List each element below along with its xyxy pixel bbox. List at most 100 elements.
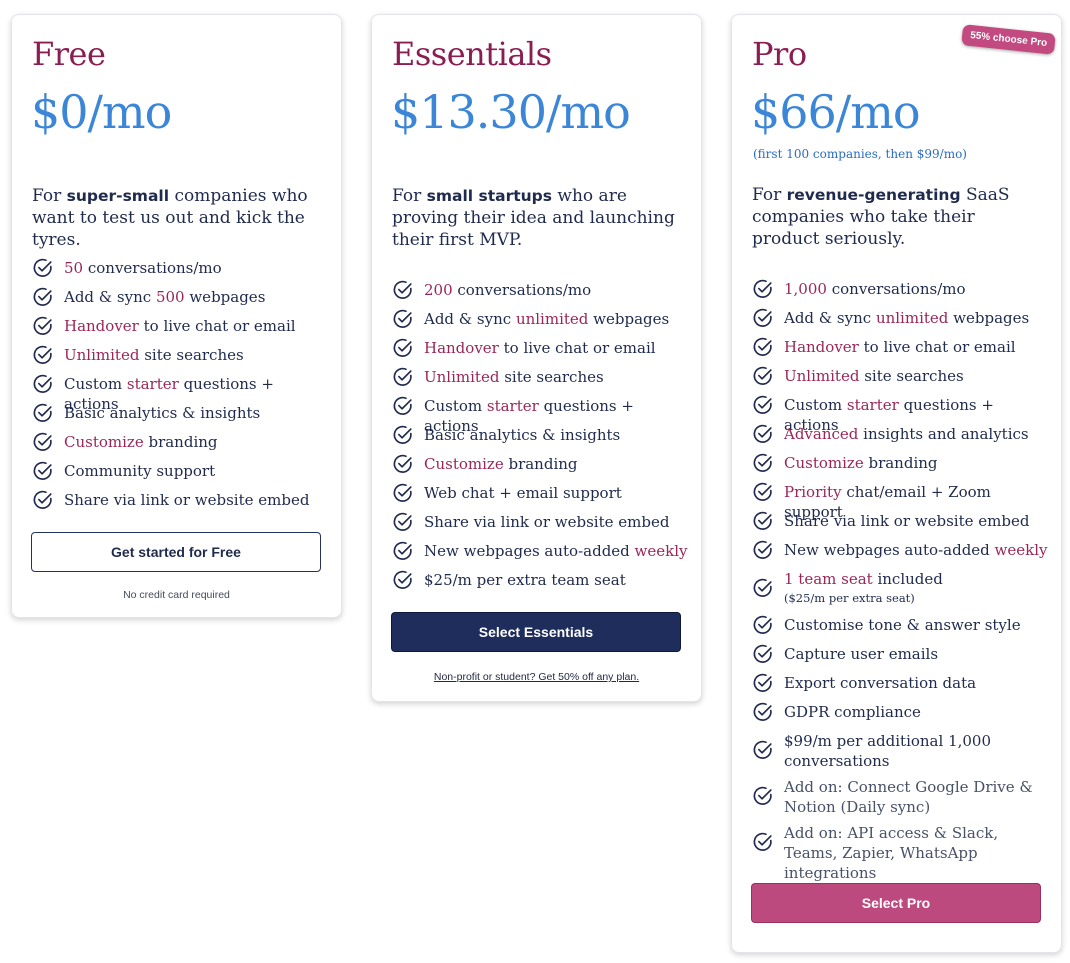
check-circle-icon [392, 569, 414, 591]
feature-text-part: conversations/mo [826, 280, 966, 298]
feature-highlight: Handover [784, 338, 859, 356]
feature-text-part: Add & sync [784, 309, 876, 327]
feature-text: Priority chat/email + Zoom support [784, 482, 1049, 522]
select-essentials-button[interactable]: Select Essentials [391, 612, 681, 652]
feature-text: Basic analytics & insights [64, 403, 329, 423]
feature-text: Handover to live chat or email [784, 337, 1049, 357]
feature-text-part: to live chat or email [138, 317, 296, 335]
feature-text: Add on: API access & Slack, Teams, Zapie… [784, 823, 1049, 883]
feature-highlight: Customize [784, 454, 864, 472]
select-pro-button[interactable]: Select Pro [751, 883, 1041, 923]
feature-text-part: GDPR compliance [784, 703, 921, 721]
feature-text-part: Basic analytics & insights [424, 426, 621, 444]
plan-price: $66/mo [751, 85, 921, 139]
feature-highlight: 50 [64, 259, 84, 277]
check-circle-icon [752, 452, 774, 474]
feature-highlight: Customize [64, 433, 144, 451]
feature-highlight: Advanced [784, 425, 859, 443]
popularity-badge: 55% choose Pro [960, 24, 1056, 55]
feature-highlight: Unlimited [64, 346, 140, 364]
feature-text-part: questions + actions [424, 397, 634, 435]
feature-text-part: webpages [588, 310, 670, 328]
feature-text: Export conversation data [784, 673, 1049, 693]
feature-text-part: Custom [784, 396, 847, 414]
feature-text: $25/m per extra team seat [424, 570, 689, 590]
check-circle-icon [392, 453, 414, 475]
feature-text-part: New webpages auto-added [424, 542, 635, 560]
feature-text: Add on: Connect Google Drive & Notion (D… [784, 777, 1049, 817]
feature-text: 1 team seat included ($25/m per extra sea… [784, 569, 1049, 607]
feature-text-part: branding [863, 454, 938, 472]
check-circle-icon [752, 831, 774, 853]
feature-subnote: ($25/m per extra seat) [784, 591, 915, 605]
feature-text-part: Share via link or website embed [784, 512, 1030, 530]
check-circle-icon [752, 510, 774, 532]
feature-text-part: New webpages auto-added [784, 541, 995, 559]
feature-text: Advanced insights and analytics [784, 424, 1049, 444]
check-circle-icon [752, 672, 774, 694]
feature-highlight: 500 [155, 288, 185, 306]
feature-highlight: weekly [994, 541, 1048, 559]
feature-text-part: Basic analytics & insights [64, 404, 261, 422]
feature-text-part: Add & sync [424, 310, 516, 328]
check-circle-icon [32, 315, 54, 337]
feature-text-part: branding [143, 433, 218, 451]
check-circle-icon [32, 402, 54, 424]
feature-text: Share via link or website embed [64, 490, 329, 510]
feature-text-part: to live chat or email [858, 338, 1016, 356]
plan-description: For super-small companies who want to te… [32, 186, 308, 250]
check-circle-icon [752, 278, 774, 300]
feature-highlight: 1,000 [784, 280, 827, 298]
pricing-card-essentials: Essentials $13.30/mo For small startups … [371, 14, 702, 702]
check-circle-icon [752, 614, 774, 636]
discount-link[interactable]: Non-profit or student? Get 50% off any p… [433, 671, 640, 683]
check-circle-icon [392, 366, 414, 388]
feature-highlight: 200 [424, 281, 453, 299]
check-circle-icon [392, 279, 414, 301]
check-circle-icon [392, 511, 414, 533]
feature-text-part: questions + actions [784, 396, 994, 434]
feature-text: Handover to live chat or email [64, 316, 329, 336]
feature-text: Community support [64, 461, 329, 481]
check-circle-icon [392, 482, 414, 504]
feature-text-part: conversations/mo [83, 259, 222, 277]
feature-highlight: starter [126, 375, 179, 393]
check-circle-icon [752, 336, 774, 358]
check-circle-icon [32, 373, 54, 395]
check-circle-icon [752, 539, 774, 561]
feature-text: Add & sync 500 webpages [64, 287, 329, 307]
check-circle-icon [392, 308, 414, 330]
plan-title: Free [32, 35, 106, 73]
feature-text-part: Add on: API access & Slack, Teams, Zapie… [784, 824, 999, 882]
plan-title: Essentials [392, 35, 552, 73]
feature-text: Share via link or website embed [424, 512, 689, 532]
check-circle-icon [32, 344, 54, 366]
feature-text-part: Custom [424, 397, 487, 415]
check-circle-icon [752, 394, 774, 416]
feature-text-part: branding [503, 455, 578, 473]
feature-text-part: webpages [184, 288, 266, 306]
feature-text-part: Share via link or website embed [424, 513, 670, 531]
check-circle-icon [32, 460, 54, 482]
plan-price: $13.30/mo [391, 85, 631, 139]
feature-text: Customize branding [64, 432, 329, 452]
feature-text: Add & sync unlimited webpages [424, 309, 689, 329]
plan-description: For revenue-generating SaaS companies wh… [752, 185, 1010, 249]
feature-text: Custom starter questions + actions [64, 374, 329, 414]
check-circle-icon [752, 643, 774, 665]
feature-text-part: questions + actions [64, 375, 274, 413]
feature-text: New webpages auto-added weekly [784, 540, 1049, 560]
feature-text: $99/m per additional 1,000 conversations [784, 731, 1049, 771]
feature-text-part: Community support [64, 462, 216, 480]
price-note: (first 100 companies, then $99/mo) [753, 147, 967, 161]
get-started-free-button[interactable]: Get started for Free [31, 532, 321, 572]
no-credit-card-note: No credit card required [123, 589, 230, 601]
feature-text-part: Add on: Connect Google Drive & Notion (D… [784, 778, 1033, 816]
feature-text-part: Add & sync [64, 288, 156, 306]
feature-highlight: Unlimited [424, 368, 500, 386]
check-circle-icon [32, 257, 54, 279]
feature-text: 50 conversations/mo [64, 258, 329, 278]
feature-highlight: unlimited [515, 310, 589, 328]
feature-text: Basic analytics & insights [424, 425, 689, 445]
feature-text: 200 conversations/mo [424, 280, 689, 300]
